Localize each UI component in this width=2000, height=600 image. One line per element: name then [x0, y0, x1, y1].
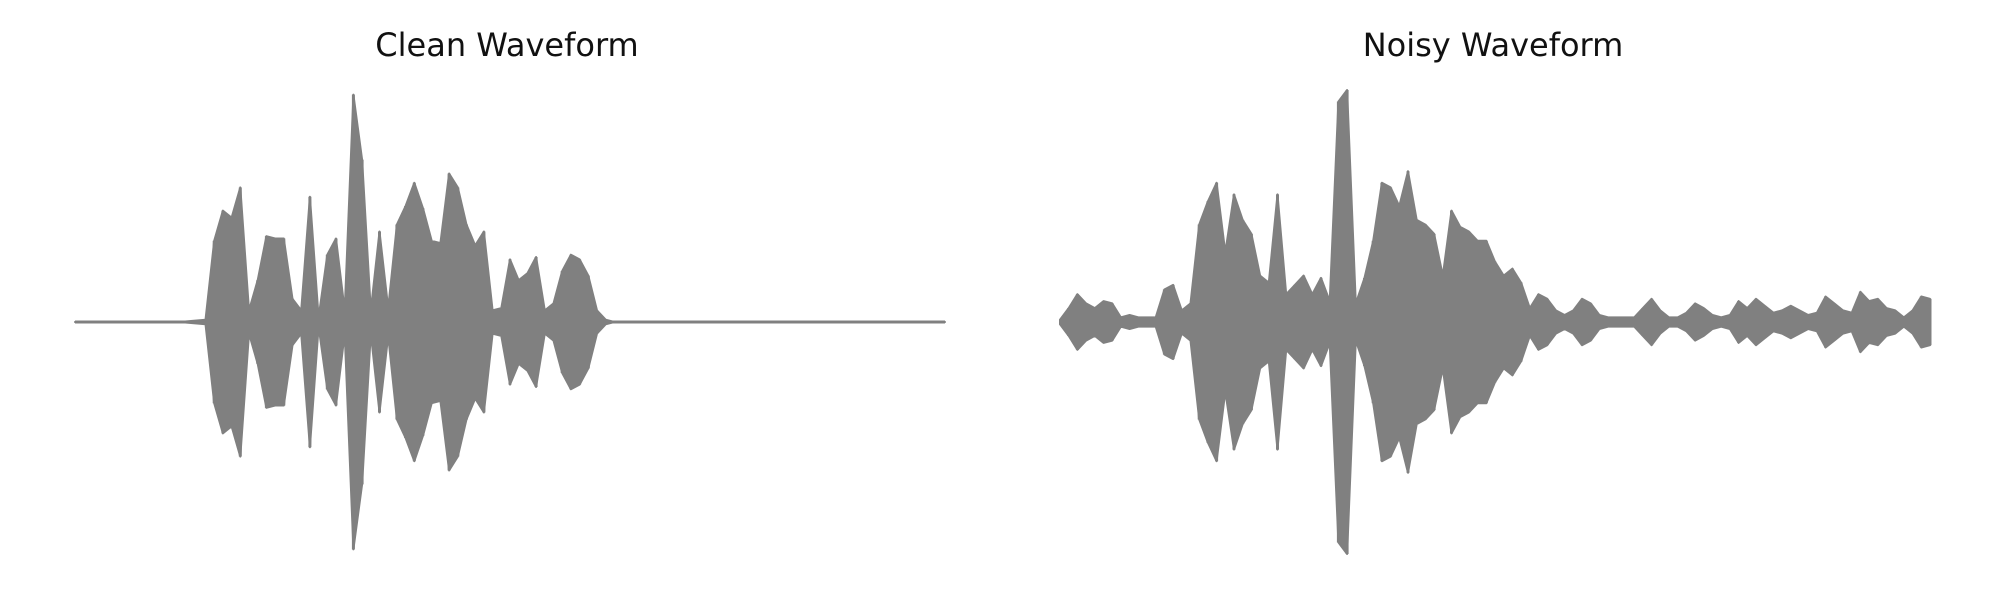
chart-title: Clean Waveform [375, 26, 639, 64]
waveform-plot [74, 93, 946, 551]
chart-panel-clean: Clean Waveform [74, 26, 946, 551]
waveform-plot [1059, 89, 1932, 555]
chart-title: Noisy Waveform [1362, 26, 1624, 64]
chart-panel-noisy: Noisy Waveform [1000, 0, 2000, 600]
